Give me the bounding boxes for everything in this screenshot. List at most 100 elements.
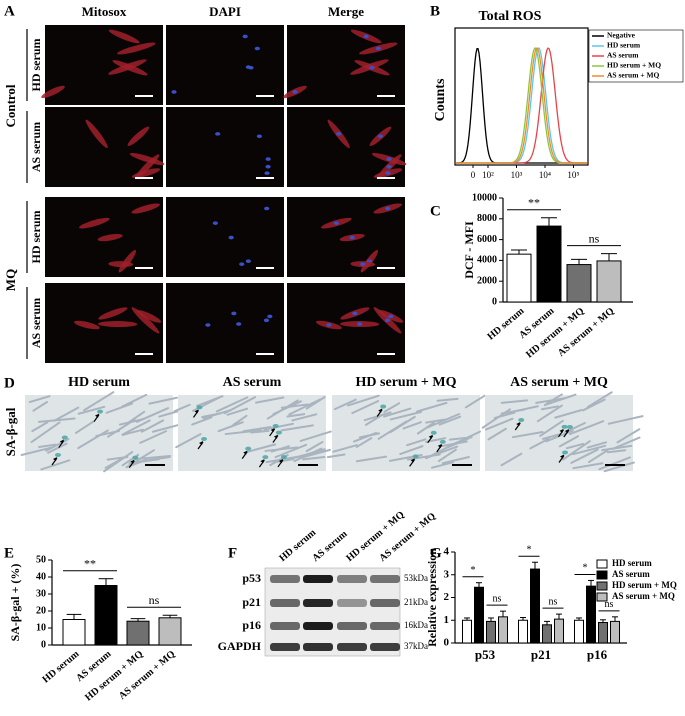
cell — [196, 395, 224, 407]
cell — [448, 436, 473, 441]
x-tick-label: p21 — [531, 647, 551, 662]
y-tick-label: 4000 — [477, 255, 497, 266]
cell — [558, 435, 580, 448]
cell-mitosox — [97, 233, 123, 242]
cell — [355, 437, 373, 448]
micrograph — [166, 197, 284, 277]
legend-label: AS serum — [607, 51, 639, 60]
band — [370, 575, 400, 583]
legend-swatch — [596, 581, 608, 591]
y-tick-label: 8000 — [477, 213, 497, 224]
cell — [77, 405, 106, 415]
cell — [40, 459, 71, 471]
arrow-head — [243, 450, 248, 455]
cell — [38, 443, 57, 448]
cell-nucleus — [236, 322, 242, 326]
cell — [464, 394, 486, 409]
arrow-head — [59, 439, 64, 444]
cell-nucleus — [360, 262, 366, 266]
cell — [607, 415, 644, 425]
cell-mitosox — [74, 320, 100, 330]
cell — [540, 405, 560, 411]
bar — [126, 620, 150, 646]
significance-label: ns — [605, 599, 614, 610]
cell-nucleus — [336, 132, 342, 136]
cell-mitosox — [79, 217, 110, 229]
band — [337, 643, 367, 651]
band — [303, 622, 333, 630]
x-tick-label: 10⁵ — [567, 170, 579, 180]
cell-nucleus — [231, 311, 237, 316]
cell — [158, 410, 179, 418]
cell — [586, 391, 613, 409]
y-tick-label: 20 — [36, 605, 46, 616]
cell — [128, 458, 160, 465]
cell — [45, 438, 70, 452]
band — [337, 575, 367, 583]
significance-label: ** — [84, 556, 96, 570]
cell — [383, 407, 412, 418]
band — [370, 599, 400, 607]
cell-nucleus — [171, 90, 177, 94]
panel-letter: D — [4, 375, 15, 391]
stained-cell — [272, 423, 279, 428]
row-label: p16 — [242, 618, 261, 632]
cell — [568, 420, 605, 436]
plot-frame — [454, 27, 589, 166]
size-label: 53kDa — [404, 573, 428, 583]
arrow-head — [260, 459, 265, 464]
stained-cell — [561, 424, 568, 429]
cell-nucleus — [265, 164, 271, 169]
column-label: DAPI — [209, 4, 241, 19]
bar — [94, 585, 118, 646]
row-label: AS serum — [29, 298, 43, 348]
cell — [30, 421, 61, 444]
legend-label: HD serum — [612, 558, 652, 568]
cell-nucleus — [248, 65, 254, 70]
cell — [587, 449, 609, 464]
cell-mitosox — [127, 126, 150, 146]
arrow-head — [194, 409, 199, 414]
row-label: p53 — [242, 571, 261, 585]
cell — [545, 393, 563, 405]
x-tick-label: p53 — [475, 647, 496, 662]
band — [370, 643, 400, 651]
column-label: AS serum — [223, 375, 282, 390]
row-label: GAPDH — [218, 639, 262, 653]
cell — [191, 416, 213, 426]
cell — [347, 394, 380, 407]
cell — [430, 461, 455, 469]
cell — [351, 399, 380, 415]
arrow-head — [273, 434, 278, 439]
arrow-head — [516, 421, 521, 426]
legend-frame — [588, 29, 684, 83]
stained-cell — [132, 455, 139, 460]
cell — [215, 396, 249, 413]
y-tick-label: 4 — [444, 546, 450, 558]
cell — [554, 409, 583, 419]
x-tick-label: 10² — [482, 170, 494, 180]
cell-mitosox — [131, 168, 161, 178]
row-label: AS serum — [29, 122, 43, 172]
cell — [536, 404, 563, 423]
cell-nucleus — [292, 90, 298, 94]
cell — [140, 419, 165, 433]
arrow-head — [199, 440, 204, 445]
cell — [436, 397, 459, 402]
y-axis-label: DCF - MFI — [462, 221, 476, 279]
size-label: 21kDa — [404, 597, 428, 607]
cell-mitosox — [129, 152, 165, 166]
legend-swatch — [596, 592, 608, 602]
cell-mitosox — [98, 321, 138, 328]
cell — [484, 417, 514, 431]
cell — [601, 444, 633, 452]
x-tick-label: AS serum + MQ — [556, 305, 617, 358]
stained-cell — [201, 436, 208, 441]
bar — [518, 619, 528, 644]
bar — [498, 616, 508, 644]
cell — [74, 420, 95, 434]
bar — [486, 620, 496, 644]
cell-mitosox — [85, 119, 108, 149]
cell-nucleus — [265, 157, 271, 161]
